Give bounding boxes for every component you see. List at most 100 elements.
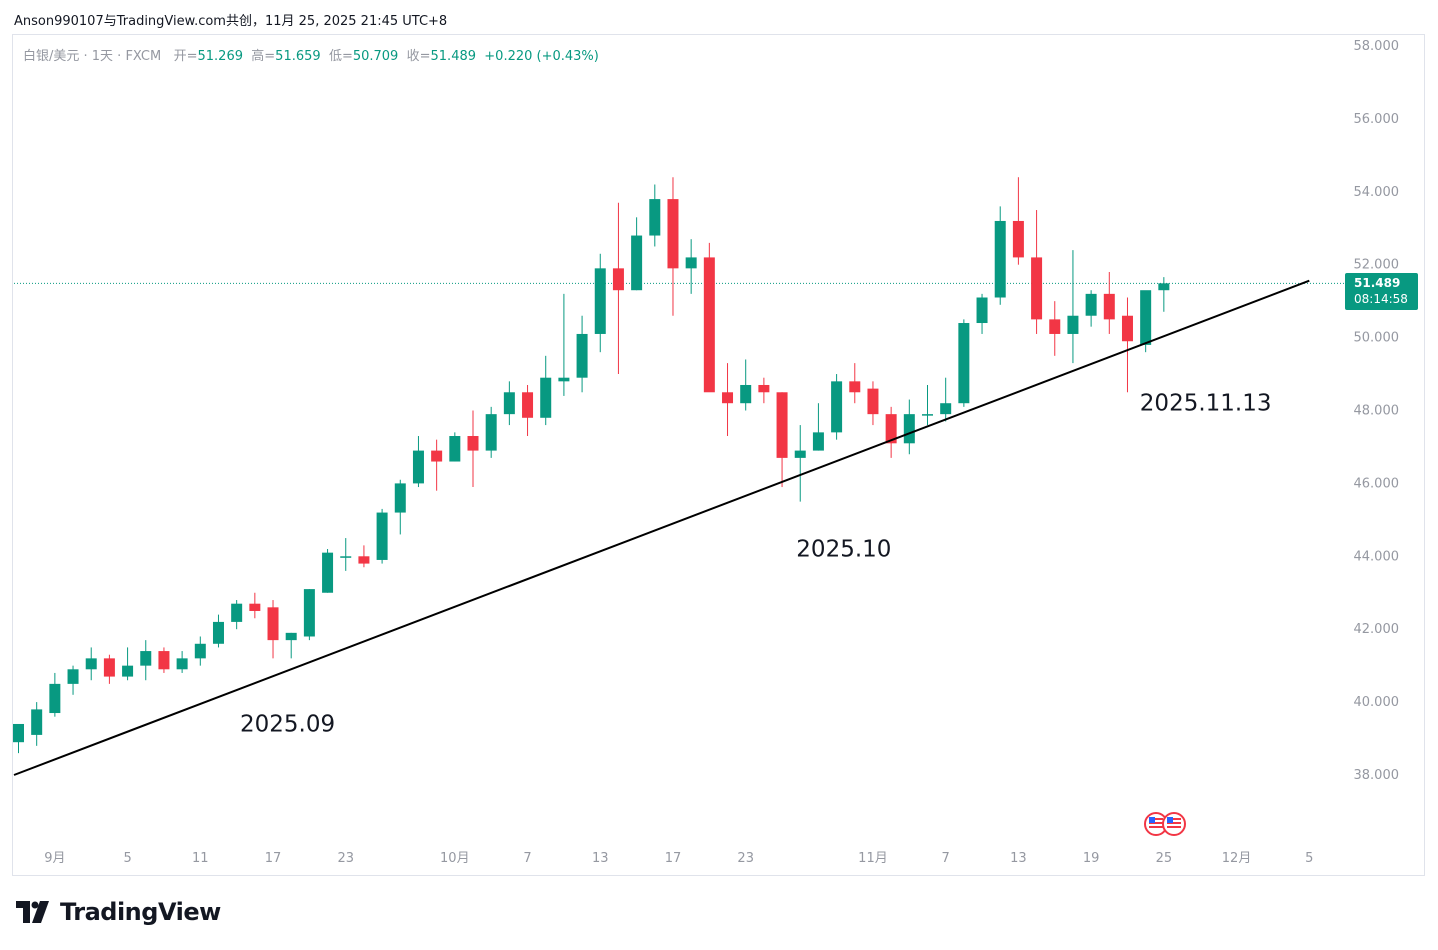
candle-body xyxy=(303,589,315,637)
x-tick-label: 13 xyxy=(592,851,609,866)
candle[interactable] xyxy=(958,319,970,407)
candle[interactable] xyxy=(522,384,534,437)
candle[interactable] xyxy=(249,592,261,619)
candle[interactable] xyxy=(322,549,334,593)
candle[interactable] xyxy=(776,392,788,488)
candle[interactable] xyxy=(812,403,824,451)
candle-body xyxy=(285,632,297,641)
candle[interactable] xyxy=(1012,177,1024,265)
candle-body xyxy=(667,199,679,269)
candle-body xyxy=(267,607,279,641)
candle[interactable] xyxy=(412,436,424,488)
candle-body xyxy=(503,392,515,415)
candle[interactable] xyxy=(49,672,61,717)
tradingview-wordmark: TradingView xyxy=(60,898,221,926)
candle[interactable] xyxy=(503,381,515,426)
tradingview-logo[interactable]: TradingView xyxy=(16,898,221,926)
candle[interactable] xyxy=(940,377,952,422)
legend-symbol[interactable]: 白银/美元 · 1天 · FXCM xyxy=(23,49,162,64)
candle-body xyxy=(194,643,206,659)
candle[interactable] xyxy=(631,217,643,291)
candle[interactable] xyxy=(1031,210,1043,334)
candle[interactable] xyxy=(649,184,661,247)
candle[interactable] xyxy=(1103,271,1115,334)
candle-body xyxy=(212,621,224,644)
candle[interactable] xyxy=(594,253,606,353)
candle[interactable] xyxy=(903,399,915,455)
candle[interactable] xyxy=(1067,250,1079,364)
candle-body xyxy=(231,603,243,622)
candle[interactable] xyxy=(122,647,134,681)
x-tick-label: 5 xyxy=(1305,851,1313,866)
candle[interactable] xyxy=(685,239,697,294)
candle[interactable] xyxy=(703,242,715,393)
candle[interactable] xyxy=(576,315,588,393)
candle-body xyxy=(576,333,588,378)
candle[interactable] xyxy=(1049,301,1061,356)
x-tick-label: 17 xyxy=(265,851,282,866)
candle-body xyxy=(922,414,933,416)
candle[interactable] xyxy=(431,439,443,491)
candle[interactable] xyxy=(558,293,570,396)
candle[interactable] xyxy=(176,651,188,673)
candle[interactable] xyxy=(267,600,279,659)
candle[interactable] xyxy=(158,647,170,673)
y-tick-label: 50.000 xyxy=(1354,331,1400,346)
candle[interactable] xyxy=(831,374,843,440)
candle[interactable] xyxy=(13,723,24,754)
price-tag-price: 51.489 xyxy=(1354,276,1401,290)
candle-body xyxy=(49,683,61,714)
candle[interactable] xyxy=(540,355,552,426)
candle[interactable] xyxy=(667,177,679,316)
candle[interactable] xyxy=(885,406,897,458)
candle[interactable] xyxy=(922,384,933,426)
us-flag-event-icon xyxy=(1162,812,1186,836)
candle-body xyxy=(1012,220,1024,258)
candle[interactable] xyxy=(85,647,97,681)
candle-body xyxy=(412,450,424,484)
candle-body xyxy=(612,268,624,291)
candle-body xyxy=(467,436,479,451)
candle[interactable] xyxy=(467,410,479,488)
ohlc-legend: 白银/美元 · 1天 · FXCM 开=51.269 高=51.659 低=50… xyxy=(23,45,599,64)
x-tick-label: 10月 xyxy=(440,851,470,866)
candle[interactable] xyxy=(758,377,770,404)
candle[interactable] xyxy=(849,363,861,404)
y-tick-label: 54.000 xyxy=(1354,185,1400,200)
candle[interactable] xyxy=(376,508,388,564)
candle[interactable] xyxy=(794,425,806,502)
chart-header: Anson990107与TradingView.com共创，11月 25, 20… xyxy=(14,14,448,29)
candle[interactable] xyxy=(449,432,461,462)
candle[interactable] xyxy=(485,406,497,458)
candle[interactable] xyxy=(1085,290,1097,327)
candle[interactable] xyxy=(358,545,370,568)
legend-high-value: 51.659 xyxy=(275,49,321,64)
candle[interactable] xyxy=(303,589,315,641)
candle[interactable] xyxy=(612,202,624,375)
candle[interactable] xyxy=(140,640,152,681)
legend-change: +0.220 (+0.43%) xyxy=(484,49,599,64)
candle[interactable] xyxy=(1121,297,1133,393)
candle-body xyxy=(431,450,443,462)
candle[interactable] xyxy=(67,665,79,695)
candle[interactable] xyxy=(867,381,879,426)
time-axis: 9月 5 11 17 23 10月 7 13 17 23 11月 7 13 19 25 12月 5 xyxy=(44,851,1313,866)
candle[interactable] xyxy=(340,538,352,571)
y-tick-label: 56.000 xyxy=(1354,112,1400,127)
candle[interactable] xyxy=(231,600,243,630)
candle-body xyxy=(1085,293,1097,316)
candle[interactable] xyxy=(1158,277,1170,312)
candle[interactable] xyxy=(994,206,1006,305)
candle[interactable] xyxy=(740,359,752,411)
candle[interactable] xyxy=(285,632,297,659)
candle[interactable] xyxy=(976,293,988,334)
candle[interactable] xyxy=(722,363,734,437)
candle[interactable] xyxy=(394,479,406,535)
price-tag-countdown: 08:14:58 xyxy=(1354,292,1408,306)
candle[interactable] xyxy=(212,614,224,648)
candle-body xyxy=(449,436,461,462)
candle[interactable] xyxy=(31,702,43,746)
candle[interactable] xyxy=(103,654,115,684)
candle[interactable] xyxy=(194,636,206,666)
